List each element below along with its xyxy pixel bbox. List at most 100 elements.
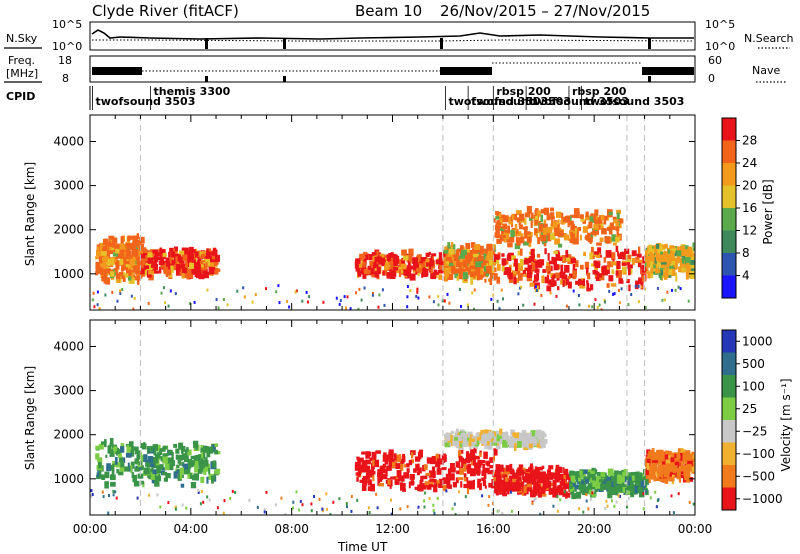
data-cell <box>570 475 576 482</box>
data-cell <box>544 211 547 216</box>
data-cell <box>464 495 467 499</box>
data-cell <box>541 239 545 245</box>
data-cell <box>606 483 610 489</box>
data-cell <box>159 249 166 254</box>
data-cell <box>417 269 420 277</box>
data-cell <box>549 291 552 295</box>
data-cell <box>424 481 429 486</box>
data-cell <box>662 247 666 251</box>
data-cell <box>389 263 396 271</box>
data-cell <box>609 481 615 487</box>
data-cell <box>181 273 185 279</box>
data-cell <box>108 465 115 469</box>
data-cell <box>467 433 471 437</box>
colorbar-swatch <box>722 330 736 353</box>
data-cell <box>390 252 394 258</box>
data-cell <box>517 476 522 482</box>
data-cell <box>523 226 528 230</box>
data-cell <box>524 212 530 218</box>
data-cell <box>590 213 594 219</box>
data-cell <box>618 218 624 224</box>
data-cell <box>442 251 446 258</box>
data-cell <box>444 269 449 277</box>
data-cell <box>585 493 588 496</box>
data-cell <box>447 266 451 274</box>
data-cell <box>556 495 559 499</box>
data-cell <box>484 272 489 277</box>
data-cell <box>429 263 434 271</box>
data-cell <box>600 471 606 478</box>
data-cell <box>310 509 313 513</box>
data-cell <box>206 476 209 484</box>
data-cell <box>101 275 107 282</box>
data-cell <box>572 289 575 293</box>
data-cell <box>153 261 157 268</box>
data-cell <box>558 243 563 248</box>
data-cell <box>110 271 115 277</box>
data-cell <box>610 476 617 481</box>
data-cell <box>467 467 470 474</box>
data-cell <box>502 235 506 239</box>
data-cell <box>104 259 108 263</box>
data-cell <box>469 265 476 270</box>
data-cell <box>91 493 94 496</box>
data-cell <box>606 283 610 288</box>
data-cell <box>383 475 388 480</box>
data-cell <box>482 438 489 445</box>
cpid-entry: twofsound 3503 <box>585 95 685 108</box>
data-cell <box>132 239 138 245</box>
data-cell <box>473 307 475 310</box>
data-cell <box>682 257 685 264</box>
data-cell <box>124 273 129 278</box>
data-cell <box>537 474 543 479</box>
data-cell <box>465 252 472 260</box>
data-cell <box>222 511 225 515</box>
data-cell <box>593 480 598 486</box>
data-cell <box>115 248 120 254</box>
data-cell <box>592 229 595 236</box>
data-cell <box>680 252 684 257</box>
data-cell <box>356 477 359 482</box>
data-cell <box>356 498 359 502</box>
data-cell <box>546 213 550 221</box>
data-cell <box>521 233 524 239</box>
colorbar-swatch <box>722 487 736 510</box>
data-cell <box>181 503 184 507</box>
data-cell <box>477 255 482 261</box>
data-cell <box>409 481 415 485</box>
colorbar-swatch <box>722 420 736 443</box>
data-cell <box>441 454 447 462</box>
data-cell <box>680 469 684 475</box>
data-cell <box>501 512 504 515</box>
data-cell <box>626 505 628 509</box>
data-cell <box>211 475 214 484</box>
data-cell <box>401 259 405 267</box>
data-cell <box>456 470 460 475</box>
data-cell <box>502 223 507 230</box>
data-cell <box>457 490 460 494</box>
data-cell <box>486 266 492 274</box>
nsky-tick-bottom: 10^0 <box>52 40 82 53</box>
data-cell <box>593 213 597 221</box>
data-cell <box>152 444 158 451</box>
data-cell <box>683 245 689 253</box>
colorbar-tick-label: 25 <box>742 402 757 416</box>
data-cell <box>540 235 547 242</box>
data-cell <box>115 273 121 280</box>
data-cell <box>666 468 672 474</box>
power-data <box>91 205 695 310</box>
data-cell <box>507 440 514 445</box>
data-cell <box>497 509 500 513</box>
data-cell <box>368 254 375 261</box>
data-cell <box>91 298 94 302</box>
data-cell <box>592 481 595 487</box>
data-cell <box>597 217 603 224</box>
data-cell <box>200 254 206 258</box>
data-cell <box>431 466 436 474</box>
data-cell <box>611 499 613 503</box>
data-cell <box>495 430 500 438</box>
data-cell <box>375 450 381 454</box>
data-cell <box>510 509 513 513</box>
